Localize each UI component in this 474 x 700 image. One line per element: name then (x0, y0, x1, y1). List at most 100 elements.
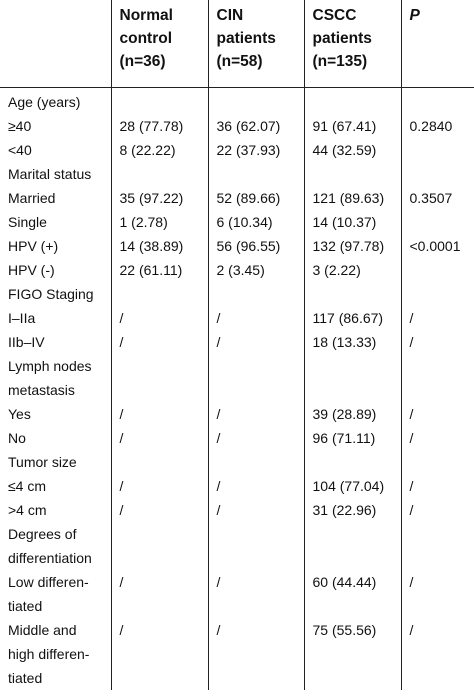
header-cell-variable (0, 0, 112, 87)
cin-cell: 6 (10.34) (208, 209, 305, 234)
p-value-cell: <0.0001 (409, 237, 461, 254)
cscc-cell: 104 (77.04) (304, 473, 402, 498)
normal-control-cell: 22 (61.11) (111, 257, 209, 282)
cscc-cell: 117 (86.67) (304, 305, 402, 330)
normal-control-cell: / (111, 569, 209, 618)
cscc-cell: 75 (55.56) (304, 617, 402, 690)
p-value-cell: / (409, 333, 414, 350)
normal-control-cell (111, 281, 209, 306)
p-value-cell: / (409, 621, 414, 638)
cscc-cell: 14 (10.37) (304, 209, 402, 234)
normal-control-cell: / (111, 473, 209, 498)
cscc-cell: 91 (67.41) (304, 113, 402, 138)
variable-cell: IIb–IV (0, 329, 112, 354)
normal-control-cell: 28 (77.78) (111, 113, 209, 138)
header-cell-cscc-patients: CSCC patients (n=135) (304, 0, 402, 87)
cscc-cell: 31 (22.96) (304, 497, 402, 522)
variable-cell: Yes (0, 401, 112, 426)
normal-control-cell: 8 (22.22) (111, 137, 209, 162)
normal-control-cell (111, 353, 209, 402)
cin-cell (208, 353, 305, 402)
table-row: Yes //39 (28.89) / (0, 401, 474, 426)
variable-cell: I–IIa (0, 305, 112, 330)
normal-control-cell: / (111, 329, 209, 354)
cin-cell (208, 521, 305, 570)
cscc-cell: 39 (28.89) (304, 401, 402, 426)
normal-control-cell: 14 (38.89) (111, 233, 209, 258)
table-row: ≤4 cm //104 (77.04) / (0, 473, 474, 498)
normal-control-cell: 1 (2.78) (111, 209, 209, 234)
table-row: No //96 (71.11) / (0, 425, 474, 450)
p-value-cell: / (409, 309, 414, 326)
normal-control-cell (111, 449, 209, 474)
cin-cell: / (208, 305, 305, 330)
p-value-cell (401, 138, 474, 162)
cscc-cell: 132 (97.78) (304, 233, 402, 258)
cin-cell: / (208, 617, 305, 690)
table-row: Single 1 (2.78) 6 (10.34) 14 (10.37) (0, 209, 474, 234)
normal-control-cell: 35 (97.22) (111, 185, 209, 210)
cscc-cell (304, 521, 402, 570)
cin-cell: / (208, 497, 305, 522)
cscc-cell (304, 449, 402, 474)
table-row: Low differen- tiated //60 (44.44) / (0, 569, 474, 618)
header-cell-normal-control: Normal control (n=36) (111, 0, 209, 87)
variable-cell: Married (0, 185, 112, 210)
cin-cell: 22 (37.93) (208, 137, 305, 162)
table-body: Age (years) ≥40 28 (77.78) 36 (62.07) 91 (67… (0, 87, 474, 690)
cin-cell: 36 (62.07) (208, 113, 305, 138)
cin-cell (208, 161, 305, 186)
normal-control-cell: / (111, 401, 209, 426)
normal-control-cell: / (111, 425, 209, 450)
p-value-cell (401, 450, 474, 474)
variable-cell: Age (years) (0, 87, 112, 114)
variable-cell: Lymph nodes metastasis (0, 353, 112, 402)
header-cell-cin-patients: CIN patients (n=58) (208, 0, 305, 87)
p-value-cell (401, 258, 474, 282)
normal-control-cell: / (111, 497, 209, 522)
cin-cell: 2 (3.45) (208, 257, 305, 282)
normal-control-cell (111, 87, 209, 114)
table-row: Lymph nodes metastasis (0, 353, 474, 402)
variable-cell: Low differen- tiated (0, 569, 112, 618)
cin-cell: / (208, 473, 305, 498)
variable-cell: FIGO Staging (0, 281, 112, 306)
p-value-cell: / (409, 501, 414, 518)
cin-cell: 56 (96.55) (208, 233, 305, 258)
cin-cell (208, 87, 305, 114)
variable-cell: ≥40 (0, 113, 112, 138)
table-row: ≥40 28 (77.78) 36 (62.07) 91 (67.41) 0.2840 (0, 113, 474, 138)
cscc-cell: 96 (71.11) (304, 425, 402, 450)
normal-control-cell (111, 521, 209, 570)
p-value-cell: / (409, 405, 414, 422)
variable-cell: Middle and high differen- tiated (0, 617, 112, 690)
cin-cell: / (208, 329, 305, 354)
table-row: <40 8 (22.22) 22 (37.93) 44 (32.59) (0, 137, 474, 162)
cin-cell (208, 449, 305, 474)
table-row: Tumor size (0, 449, 474, 474)
cscc-cell: 44 (32.59) (304, 137, 402, 162)
normal-control-cell: / (111, 305, 209, 330)
header-cell-p-value: P (409, 7, 420, 24)
variable-cell: Single (0, 209, 112, 234)
table-row: >4 cm //31 (22.96) / (0, 497, 474, 522)
table-header: Normal control (n=36) CIN patients (n=58… (0, 0, 474, 87)
cscc-cell (304, 281, 402, 306)
variable-cell: ≤4 cm (0, 473, 112, 498)
table-row: IIb–IV //18 (13.33) / (0, 329, 474, 354)
variable-cell: Tumor size (0, 449, 112, 474)
normal-control-cell: / (111, 617, 209, 690)
cscc-cell: 121 (89.63) (304, 185, 402, 210)
table-row: Degrees of differentiation (0, 521, 474, 570)
cscc-cell (304, 161, 402, 186)
variable-cell: Degrees of differentiation (0, 521, 112, 570)
p-value-cell (401, 162, 474, 186)
variable-cell: >4 cm (0, 497, 112, 522)
cscc-cell: 60 (44.44) (304, 569, 402, 618)
p-value-cell (401, 282, 474, 306)
p-value-cell: / (409, 573, 414, 590)
table-row: HPV (-) 22 (61.11) 2 (3.45) 3 (2.22) (0, 257, 474, 282)
table-row: I–IIa //117 (86.67) / (0, 305, 474, 330)
cin-cell (208, 281, 305, 306)
